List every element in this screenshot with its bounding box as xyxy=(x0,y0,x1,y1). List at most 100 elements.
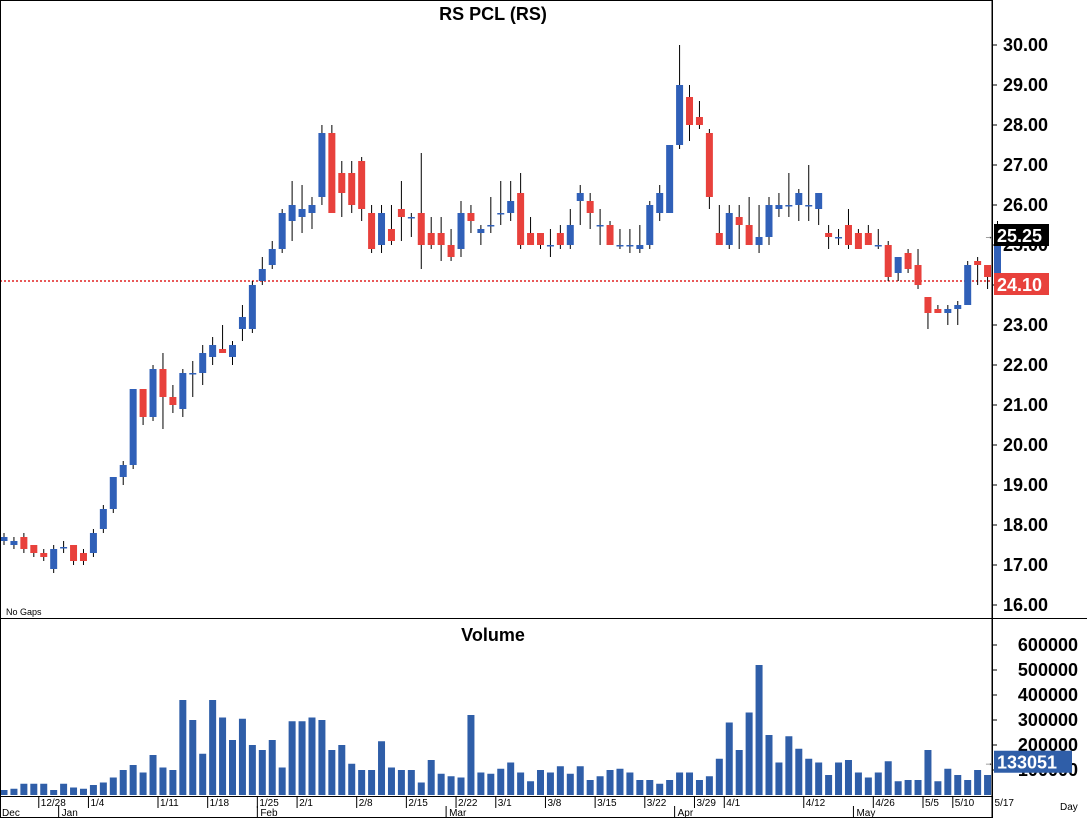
volume-bar xyxy=(318,720,326,795)
candle-body xyxy=(238,317,246,329)
volume-bar xyxy=(835,762,843,795)
volume-bar xyxy=(646,780,654,795)
candle-body xyxy=(447,245,455,257)
volume-bar xyxy=(934,781,942,795)
candle-body xyxy=(884,245,892,277)
x-tick-label: 2/1 xyxy=(299,798,313,809)
volume-bar xyxy=(169,770,177,795)
volume-bar xyxy=(60,783,68,795)
volume-bar xyxy=(457,777,465,795)
x-tick-label: 4/12 xyxy=(806,798,826,809)
volume-bar xyxy=(40,783,48,795)
x-tick-label: 1/4 xyxy=(90,798,104,809)
candle-body xyxy=(457,213,465,249)
volume-bar xyxy=(159,767,167,795)
x-tick-label: 3/15 xyxy=(597,798,617,809)
volume-bar xyxy=(139,772,147,795)
last-volume-label: 133051 xyxy=(997,753,1057,773)
candle-body xyxy=(894,257,902,273)
candle-body xyxy=(407,217,415,219)
volume-bar xyxy=(268,740,276,795)
volume-bar xyxy=(89,785,97,795)
candle-body xyxy=(755,237,763,245)
volume-bar xyxy=(477,772,485,795)
volume-bar xyxy=(636,780,644,795)
candle-body xyxy=(805,205,813,207)
candle-body xyxy=(60,547,68,549)
candle-body xyxy=(984,265,992,277)
volume-tick-label: 500000 xyxy=(1018,660,1078,680)
x-tick-label: 3/29 xyxy=(696,798,716,809)
candle-body xyxy=(964,265,972,305)
volume-bar xyxy=(904,780,912,795)
volume-bar xyxy=(517,772,525,795)
volume-bar xyxy=(556,766,564,795)
price-tick-label: 23.00 xyxy=(1003,315,1048,335)
volume-bar xyxy=(914,780,922,795)
volume-bar xyxy=(974,770,982,795)
candle-body xyxy=(229,345,237,357)
candle-body xyxy=(209,345,217,357)
candle-body xyxy=(507,201,515,213)
candle-body xyxy=(626,245,634,247)
price-tick-label: 21.00 xyxy=(1003,395,1048,415)
volume-bar xyxy=(596,776,604,795)
volume-bar xyxy=(229,740,237,795)
candle-body xyxy=(586,201,594,213)
candle-body xyxy=(566,225,574,245)
last-price-label: 25.25 xyxy=(997,226,1042,246)
volume-bar xyxy=(70,787,78,795)
candle-body xyxy=(844,225,852,245)
candle-body xyxy=(924,297,932,313)
x-tick-label: 4/26 xyxy=(875,798,895,809)
volume-bar xyxy=(924,750,932,795)
price-tick-label: 20.00 xyxy=(1003,435,1048,455)
candle-body xyxy=(427,233,435,245)
x-tick-label: 2/15 xyxy=(408,798,428,809)
candle-body xyxy=(695,117,703,125)
price-tick-label: 27.00 xyxy=(1003,155,1048,175)
volume-bar xyxy=(725,722,733,795)
price-tick-label: 16.00 xyxy=(1003,595,1048,615)
x-tick-label: 1/25 xyxy=(259,798,279,809)
volume-bar xyxy=(507,762,515,795)
price-tick-label: 29.00 xyxy=(1003,75,1048,95)
volume-bar xyxy=(119,770,127,795)
candle-body xyxy=(119,465,127,477)
volume-bar xyxy=(686,772,694,795)
volume-bar xyxy=(79,788,87,795)
candle-body xyxy=(904,253,912,269)
volume-bar xyxy=(20,783,28,795)
candle-body xyxy=(368,213,376,249)
volume-bar xyxy=(805,758,813,795)
volume-bar xyxy=(179,700,187,795)
candle-body xyxy=(467,213,475,221)
candle-body xyxy=(0,537,8,541)
candle-body xyxy=(705,133,713,197)
x-tick-label: 5/17 xyxy=(995,798,1015,809)
candle-body xyxy=(616,245,624,247)
volume-bar xyxy=(258,750,266,795)
candle-body xyxy=(258,269,266,281)
volume-bar xyxy=(825,775,833,795)
candle-body xyxy=(944,309,952,313)
candle-body xyxy=(596,225,604,227)
candle-body xyxy=(536,233,544,245)
volume-bar xyxy=(695,780,703,795)
volume-bar xyxy=(238,718,246,795)
volume-bar xyxy=(248,745,256,795)
volume-bar xyxy=(785,736,793,795)
volume-bar xyxy=(308,717,316,795)
volume-bar xyxy=(109,777,117,795)
candle-body xyxy=(954,305,962,309)
volume-bar xyxy=(209,700,217,795)
price-tick-label: 28.00 xyxy=(1003,115,1048,135)
volume-bar xyxy=(417,782,425,795)
volume-bar xyxy=(328,750,336,795)
volume-bar xyxy=(745,712,753,795)
candle-body xyxy=(109,477,117,509)
candle-body xyxy=(745,225,753,245)
last-price-tag xyxy=(994,224,1049,246)
candle-body xyxy=(646,205,654,245)
